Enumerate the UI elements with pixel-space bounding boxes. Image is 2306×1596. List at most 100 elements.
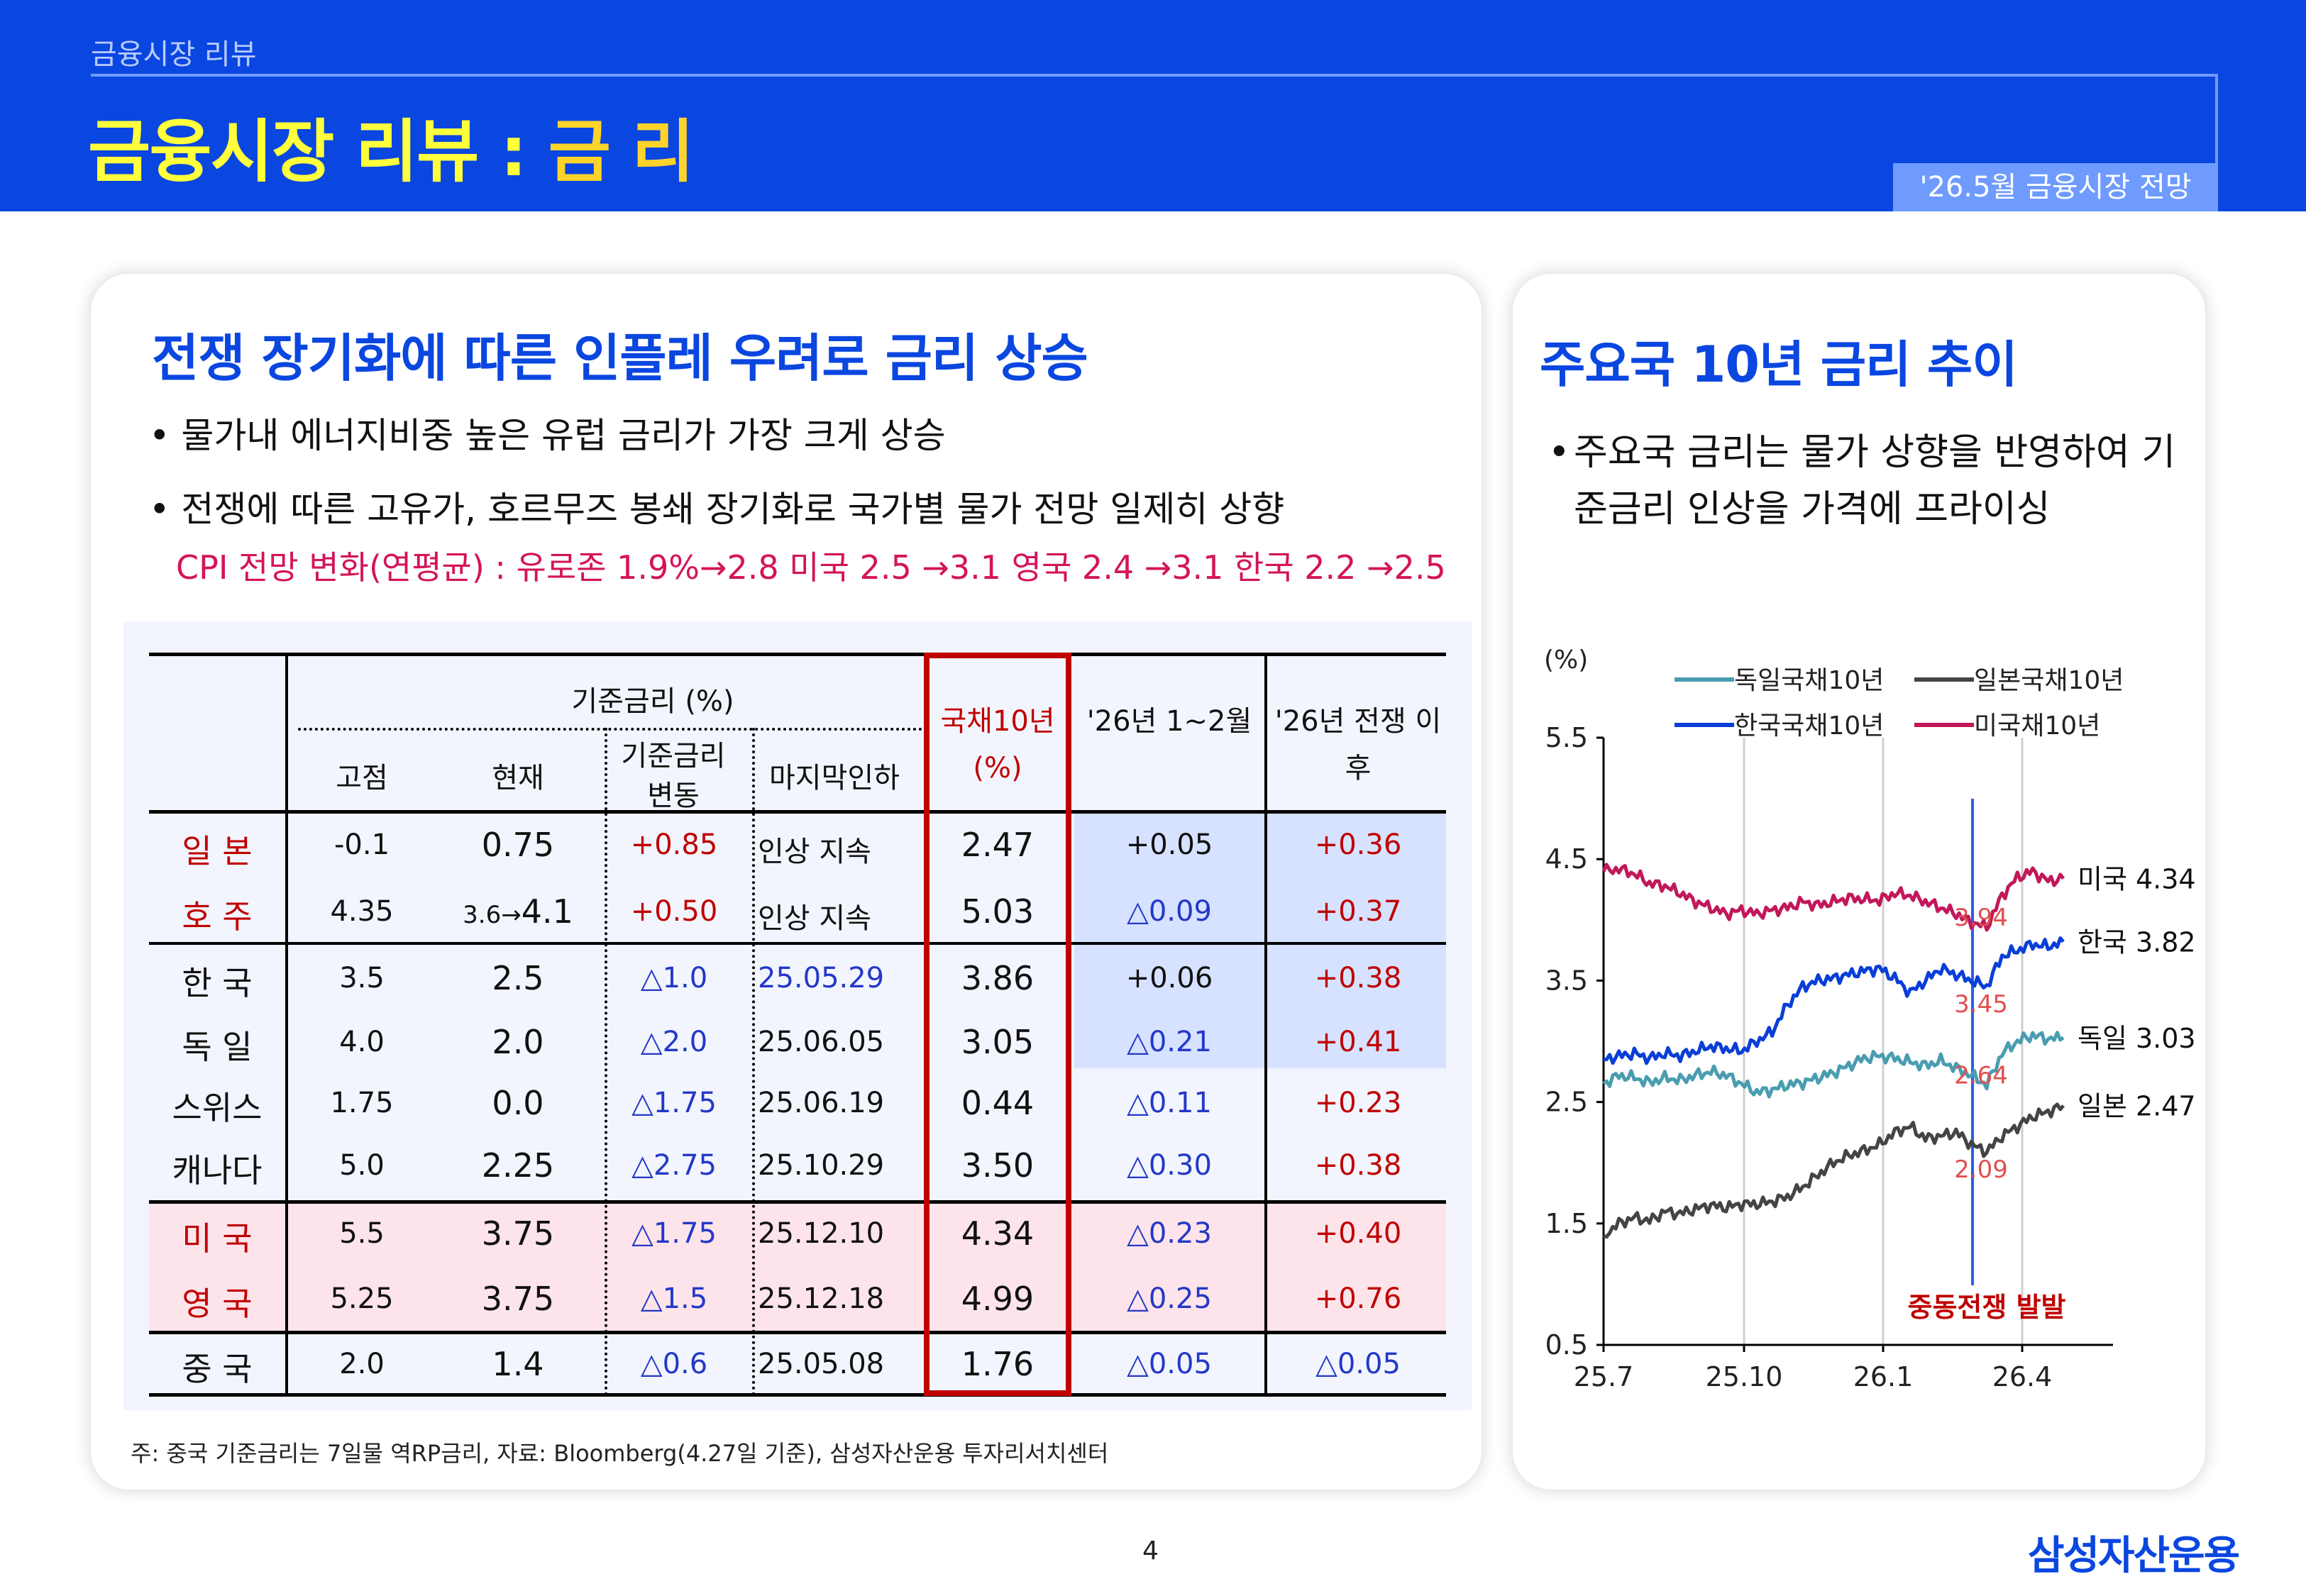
row-bond: 3.05 bbox=[961, 1023, 1035, 1061]
company-logo: 삼성자산운용 bbox=[2028, 1533, 2240, 1579]
row-current: 3.75 bbox=[481, 1214, 555, 1253]
row-period-2: +0.23 bbox=[1314, 1087, 1402, 1119]
row-period-1: △0.30 bbox=[1127, 1149, 1212, 1182]
row-period-1: △0.23 bbox=[1127, 1217, 1212, 1250]
header-policy-rate: 기준금리 (%) bbox=[571, 685, 734, 718]
row-change: +0.50 bbox=[630, 895, 718, 928]
row-current: 0.75 bbox=[481, 826, 555, 864]
row-country: 독 일 bbox=[182, 1028, 253, 1066]
highlight-us-uk bbox=[149, 1202, 1446, 1331]
series-line bbox=[1603, 936, 2065, 1065]
section-label: 금융시장 리뷰 bbox=[91, 38, 257, 71]
row-current: 0.0 bbox=[492, 1084, 544, 1122]
row-peak: 1.75 bbox=[330, 1087, 394, 1119]
series-line bbox=[1603, 1102, 2065, 1239]
row-current: 2.25 bbox=[481, 1146, 555, 1185]
row-period-1: △0.11 bbox=[1127, 1087, 1212, 1119]
y-tick-label: 5.5 bbox=[1545, 722, 1588, 753]
page-number: 4 bbox=[1142, 1536, 1159, 1565]
row-last-cut: 25.10.29 bbox=[758, 1149, 885, 1182]
y-tick-label: 3.5 bbox=[1545, 965, 1588, 996]
header-last-cut: 마지막인하 bbox=[769, 762, 900, 794]
row-period-2: △0.05 bbox=[1315, 1348, 1401, 1380]
row-last-cut: 인상 지속 bbox=[758, 902, 871, 935]
x-tick-label: 25.10 bbox=[1706, 1361, 1783, 1392]
cpi-note: CPI 전망 변화(연평균) : 유로존 1.9%→2.8 미국 2.5 →3.… bbox=[176, 548, 1446, 587]
row-bond: 0.44 bbox=[961, 1084, 1035, 1122]
row-peak: 5.0 bbox=[339, 1149, 385, 1182]
row-current: 1.4 bbox=[492, 1345, 544, 1383]
row-country: 중 국 bbox=[182, 1350, 253, 1388]
series-end-label: 일본 2.47 bbox=[2078, 1091, 2196, 1122]
legend-label: 독일국채10년 bbox=[1734, 666, 1884, 695]
legend-label: 한국국채10년 bbox=[1734, 711, 1884, 741]
row-last-cut: 25.12.18 bbox=[758, 1282, 885, 1315]
min-annotation: 3.94 bbox=[1954, 904, 2008, 932]
left-title: 전쟁 장기화에 따른 인플레 우려로 금리 상승 bbox=[152, 328, 1088, 388]
row-last-cut: 25.06.05 bbox=[758, 1026, 885, 1058]
series-end-label: 미국 4.34 bbox=[2078, 864, 2196, 895]
row-country: 영 국 bbox=[182, 1285, 253, 1323]
row-country: 한 국 bbox=[182, 964, 253, 1002]
highlight-japan-australia bbox=[1074, 813, 1446, 877]
row-country: 스위스 bbox=[172, 1089, 263, 1127]
row-last-cut: 인상 지속 bbox=[758, 836, 871, 868]
series-line bbox=[1601, 863, 2065, 932]
row-peak: 4.35 bbox=[330, 895, 394, 928]
x-tick-label: 26.1 bbox=[1853, 1361, 1914, 1392]
row-bond: 4.34 bbox=[961, 1214, 1035, 1253]
row-period-2: +0.38 bbox=[1314, 1149, 1402, 1182]
group-rule-1 bbox=[149, 942, 1446, 945]
row-bond: 4.99 bbox=[961, 1280, 1035, 1318]
chart-axes: 25.7 25.10 26.1 26.4 5.5 4.5 3.5 2.5 1.5 0.5 (%) bbox=[1544, 645, 2113, 1392]
left-bullet-1-text: 물가내 에너지비중 높은 유럽 금리가 가장 크게 상승 bbox=[181, 415, 946, 456]
row-change: △2.75 bbox=[631, 1149, 717, 1182]
highlight-australia bbox=[1074, 877, 1446, 943]
right-title: 주요국 10년 금리 추이 bbox=[1540, 336, 2018, 394]
row-country: 일 본 bbox=[182, 832, 253, 870]
x-tick-label: 26.4 bbox=[1992, 1361, 2053, 1392]
row-peak: 5.5 bbox=[339, 1217, 385, 1250]
chart-grid bbox=[1743, 738, 2024, 1345]
row-period-1: +0.06 bbox=[1125, 962, 1213, 994]
row-change: △1.5 bbox=[640, 1282, 708, 1315]
page-title-main: 금융시장 리뷰 : bbox=[88, 112, 527, 192]
header-period-2: '26년 전쟁 이후 bbox=[1274, 705, 1442, 785]
row-current-value: 4.1 bbox=[521, 892, 573, 931]
row-period-2: +0.38 bbox=[1314, 962, 1402, 994]
header-current: 현재 bbox=[492, 762, 544, 794]
legend-label: 미국채10년 bbox=[1974, 711, 2100, 741]
event-label: 중동전쟁 발발 bbox=[1908, 1292, 2066, 1323]
row-country: 미 국 bbox=[182, 1219, 253, 1258]
series-end-label: 독일 3.03 bbox=[2078, 1023, 2196, 1054]
row-country: 캐나다 bbox=[172, 1151, 263, 1190]
col-rule-period bbox=[1264, 653, 1267, 1396]
row-period-1: △0.05 bbox=[1127, 1348, 1212, 1380]
header-peak: 고점 bbox=[336, 762, 388, 794]
row-peak: 3.5 bbox=[339, 962, 385, 994]
row-change: △1.75 bbox=[631, 1217, 717, 1250]
report-tag: '26.5월 금융시장 전망 bbox=[1893, 163, 2218, 211]
row-period-1: +0.05 bbox=[1125, 829, 1213, 861]
left-bullet-2: • 전쟁에 따른 고유가, 호르무즈 봉쇄 장기화로 국가별 물가 전망 일제히… bbox=[149, 489, 1285, 530]
row-period-2: +0.76 bbox=[1314, 1282, 1402, 1315]
page-title: 금융시장 리뷰 : 금 리 bbox=[88, 96, 695, 195]
right-bullet: • 주요국 금리는 물가 상향을 반영하여 기준금리 인상을 가격에 프라이싱 bbox=[1548, 424, 2187, 538]
col-dotted-2 bbox=[752, 728, 755, 1396]
col-dotted-1 bbox=[605, 728, 607, 1396]
series-line bbox=[1602, 1031, 2065, 1099]
header-bond-10y: 국채10년 (%) bbox=[940, 705, 1055, 785]
series-end-label: 한국 3.82 bbox=[2078, 927, 2196, 958]
bond-yield-chart: 25.7 25.10 26.1 26.4 5.5 4.5 3.5 2.5 1.5 0.5 (%) 중… bbox=[1544, 645, 2196, 1392]
bond-column-highlight bbox=[924, 653, 1071, 1396]
row-change: △0.6 bbox=[640, 1348, 708, 1380]
min-annotation: 2.09 bbox=[1954, 1156, 2008, 1184]
row-change: +0.85 bbox=[630, 829, 718, 861]
row-current-previous: 3.6→ bbox=[463, 901, 522, 929]
row-current: 2.0 bbox=[492, 1023, 544, 1061]
chart-labels: 중동전쟁 발발 독일 3.03 일본 2.47 한국 3.82 미국 4.34 3.94 3… bbox=[1908, 864, 2196, 1323]
row-peak: 5.25 bbox=[330, 1282, 394, 1315]
min-annotation: 2.64 bbox=[1954, 1062, 2008, 1090]
col-rule-country bbox=[285, 653, 288, 1396]
